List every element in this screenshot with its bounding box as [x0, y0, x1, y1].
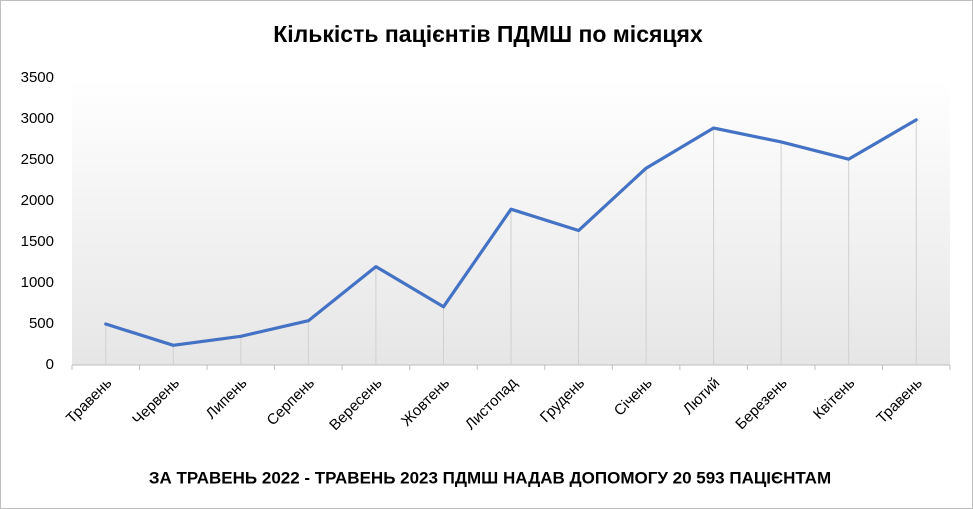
chart-title: Кількість пацієнтів ПДМШ по місяцях — [273, 21, 703, 47]
y-tick-label: 1500 — [21, 233, 54, 250]
annotation: ЗА ТРАВЕНЬ 2022 - ТРАВЕНЬ 2023 ПДМШ НАДА… — [149, 468, 831, 487]
y-tick-label: 3000 — [21, 110, 54, 127]
y-tick-label: 2500 — [21, 151, 54, 168]
y-tick-label: 3500 — [21, 69, 54, 86]
y-tick-label: 2000 — [21, 192, 54, 209]
data-line — [104, 118, 918, 347]
y-tick-label: 0 — [46, 356, 54, 373]
y-tick-label: 500 — [29, 315, 54, 332]
y-tick-label: 1000 — [21, 274, 54, 291]
